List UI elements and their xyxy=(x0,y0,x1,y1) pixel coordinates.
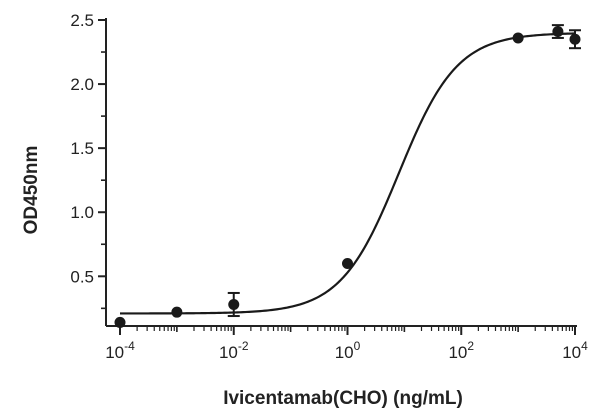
x-tick-label: 100 xyxy=(335,339,361,362)
y-axis-title: OD450nm xyxy=(21,146,42,235)
y-tick-label: 1.5 xyxy=(70,139,94,158)
x-tick-label: 104 xyxy=(562,339,588,362)
y-tick-label: 0.5 xyxy=(70,267,94,286)
data-point xyxy=(342,257,353,269)
y-axis: 0.5 1.0 1.5 2.0 2.5 xyxy=(70,11,107,326)
x-axis: 10-4 10-2 100 102 104 xyxy=(105,325,588,362)
data-point xyxy=(569,33,581,45)
x-tick-label: 102 xyxy=(448,339,474,362)
data-point xyxy=(552,26,564,38)
x-tick-label: 10-2 xyxy=(219,339,249,362)
data-point xyxy=(228,298,240,310)
data-point xyxy=(171,306,183,318)
y-tick-label: 2.5 xyxy=(70,11,94,30)
x-axis-title: Ivicentamab(CHO) (ng/mL) xyxy=(223,388,463,409)
data-point xyxy=(114,316,126,328)
x-tick-label: 10-4 xyxy=(105,339,135,362)
data-point xyxy=(512,32,524,44)
fit-curve xyxy=(120,32,576,315)
y-tick-label: 2.0 xyxy=(70,75,94,94)
y-tick-label: 1.0 xyxy=(70,203,94,222)
data-points xyxy=(114,24,581,328)
